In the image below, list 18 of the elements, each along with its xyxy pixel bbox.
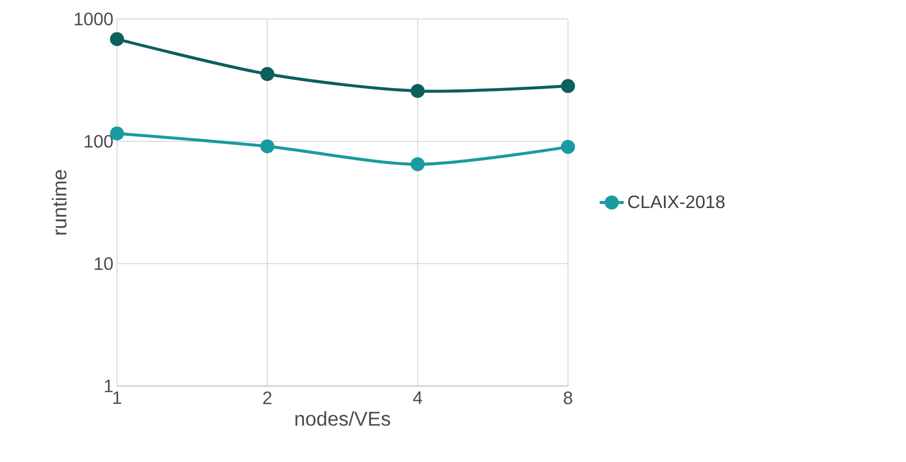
y-axis-title: runtime bbox=[52, 170, 67, 234]
y-tick-label: 1000 bbox=[74, 12, 113, 26]
point bbox=[561, 79, 575, 94]
point bbox=[410, 157, 425, 172]
x-tick-label: 1 bbox=[113, 392, 122, 404]
y-tick-label: 1 bbox=[104, 380, 113, 392]
y-tick-label: 100 bbox=[84, 134, 113, 148]
point bbox=[410, 84, 425, 98]
point bbox=[260, 67, 274, 82]
x-tick-label: 8 bbox=[564, 392, 572, 404]
x-axis-title: nodes/VEs bbox=[295, 411, 390, 426]
point bbox=[110, 32, 124, 46]
y-tick-label: 10 bbox=[94, 257, 113, 270]
legend-label: CLAIX-2018 bbox=[628, 195, 725, 208]
x-tick-label: 2 bbox=[263, 392, 272, 404]
x-tick-label: 4 bbox=[413, 392, 422, 404]
point bbox=[561, 140, 575, 154]
point bbox=[260, 139, 274, 154]
